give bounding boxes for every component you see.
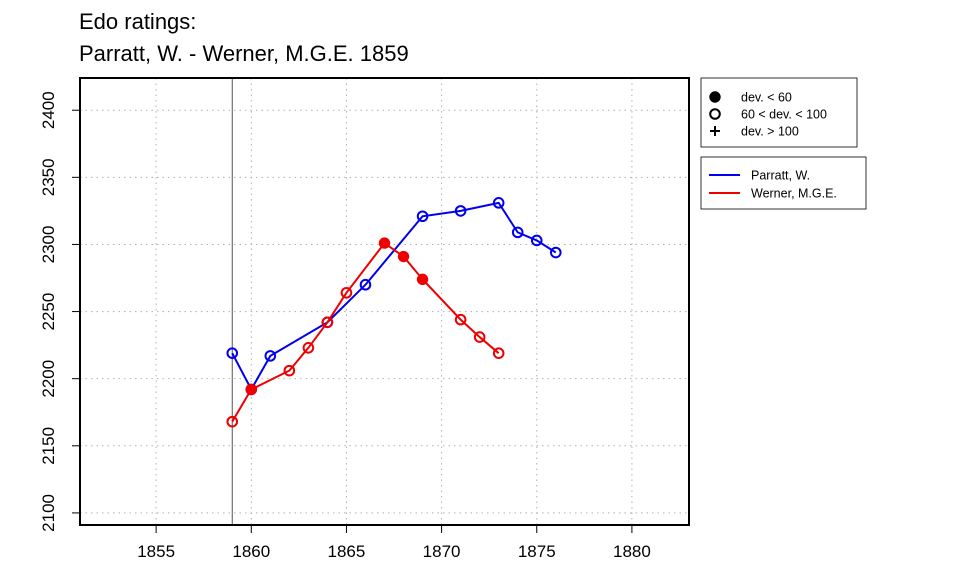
- data-point: [226, 347, 239, 359]
- x-tick-label: 1865: [328, 542, 366, 561]
- series-legend-label: Werner, M.G.E.: [751, 187, 837, 201]
- series-legend-box: [700, 156, 867, 210]
- data-point: [473, 331, 486, 343]
- x-tick-label: 1875: [518, 542, 556, 561]
- data-point: [454, 205, 467, 217]
- data-point: [397, 250, 410, 263]
- x-axis: 1855 1860 1865 1870 1875 1880: [137, 525, 651, 561]
- legend-symbol-plus: [710, 126, 720, 136]
- y-tick-label: 2400: [39, 91, 58, 129]
- chart-title-line-1: Edo ratings:: [79, 9, 196, 34]
- deviation-legend: dev. < 60 60 < dev. < 100 dev. > 100: [700, 77, 858, 148]
- data-point: [321, 316, 334, 329]
- data-point: [226, 415, 239, 428]
- y-tick-label: 2200: [39, 360, 58, 398]
- data-point: [264, 350, 277, 362]
- data-point: [245, 383, 257, 396]
- deviation-legend-box: [700, 77, 858, 148]
- series-layer: [226, 197, 562, 428]
- data-point: [549, 246, 562, 259]
- legend-symbol-filled-circle: [709, 91, 721, 103]
- legend-symbol-open-circle: [709, 108, 721, 120]
- data-point: [511, 226, 524, 239]
- x-tick-label: 1855: [137, 542, 175, 561]
- data-point: [492, 347, 505, 359]
- data-point: [378, 237, 391, 249]
- x-tick-label: 1870: [423, 542, 461, 561]
- data-point: [454, 313, 467, 326]
- data-point: [416, 273, 429, 286]
- data-point: [302, 342, 315, 354]
- deviation-legend-label: dev. > 100: [741, 125, 799, 139]
- y-tick-label: 2100: [39, 494, 58, 532]
- data-point: [530, 234, 543, 247]
- plot-frame: [79, 77, 690, 526]
- data-point: [340, 286, 353, 299]
- y-tick-label: 2250: [39, 293, 58, 331]
- series-line-1: [231, 241, 500, 423]
- y-tick-label: 2150: [39, 427, 58, 465]
- series-line-0: [231, 201, 557, 392]
- deviation-legend-label: dev. < 60: [741, 91, 792, 105]
- data-point: [492, 197, 505, 209]
- series-legend-label: Parratt, W.: [751, 169, 810, 183]
- deviation-legend-label: 60 < dev. < 100: [741, 108, 827, 122]
- data-point: [416, 210, 429, 223]
- y-tick-label: 2350: [39, 158, 58, 196]
- data-point: [359, 278, 372, 291]
- series-legend: Parratt, W. Werner, M.G.E.: [700, 156, 867, 210]
- data-point: [283, 364, 296, 377]
- grid-lines: [80, 78, 689, 525]
- y-tick-label: 2300: [39, 226, 58, 264]
- chart-title-line-2: Parratt, W. - Werner, M.G.E. 1859: [79, 41, 409, 66]
- x-tick-label: 1860: [232, 542, 270, 561]
- y-axis: 2100 2150 2200 2250 2300 2350 2400: [39, 91, 80, 532]
- x-tick-label: 1880: [613, 542, 651, 561]
